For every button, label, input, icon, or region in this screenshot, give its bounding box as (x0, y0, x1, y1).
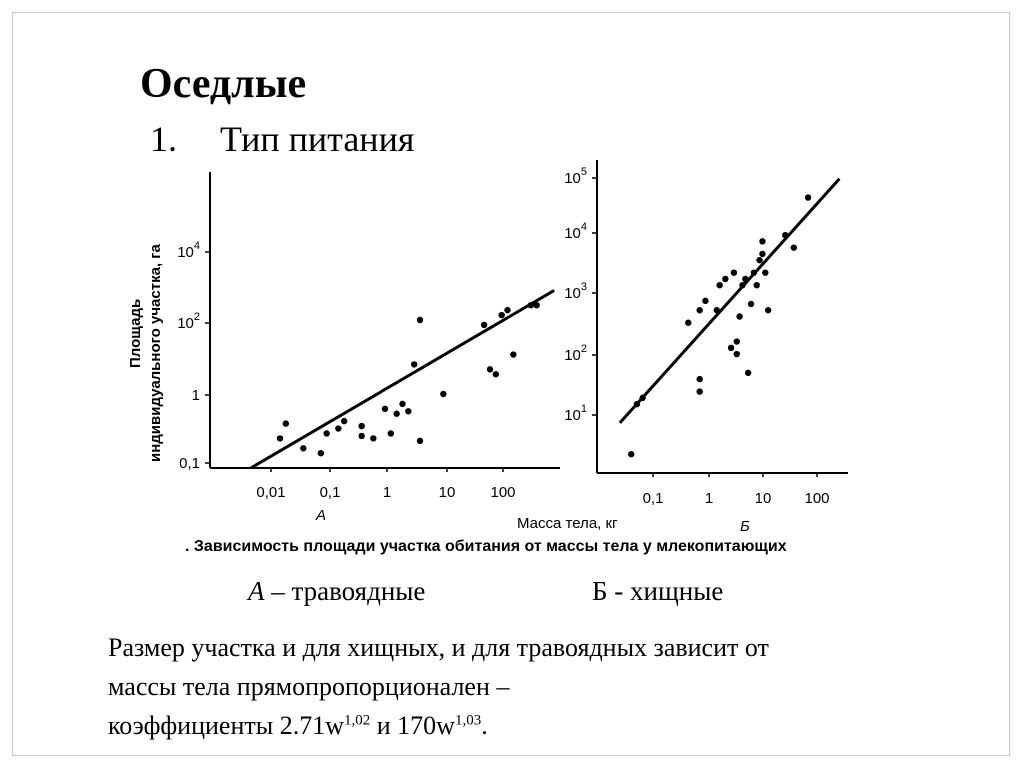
data-point (276, 435, 284, 442)
data-point (733, 350, 740, 358)
body-line-1: Размер участка и для хищных, и для траво… (108, 633, 769, 662)
data-point (533, 302, 540, 309)
panel-label: Б (740, 518, 750, 535)
data-point (370, 435, 377, 442)
body-line-3-end: . (481, 711, 488, 740)
data-point (405, 408, 412, 415)
legend-herbivores: А – травоядные (248, 576, 425, 607)
data-point (753, 282, 760, 289)
data-point (335, 425, 342, 432)
slide-title: Оседлые (140, 61, 307, 107)
slide-subtitle: 1. Тип питания (150, 118, 414, 160)
x-tick-label: 0,1 (320, 484, 341, 501)
data-point (381, 405, 389, 412)
figure-caption: . Зависимость площади участка обитания о… (185, 538, 787, 555)
subtitle-number: 1. (150, 119, 177, 159)
subtitle-text: Тип питания (220, 119, 415, 159)
x-tick-label: 1 (383, 484, 391, 501)
data-point (716, 282, 723, 289)
x-tick-label: 10 (439, 484, 456, 501)
data-point (759, 238, 766, 245)
body-line-3: коэффициенты 2.71w1,02 и 170w1,03. (108, 706, 1008, 745)
x-tick-label: 10 (755, 490, 772, 507)
data-point (756, 256, 763, 264)
x-tick-label: 0,1 (643, 490, 664, 507)
data-point (744, 369, 752, 377)
legend-carnivores: Б - хищные (592, 576, 723, 607)
y-tick-label: 102 (177, 311, 200, 332)
y-tick-label: 105 (564, 166, 587, 187)
data-point (323, 430, 330, 437)
data-point (416, 437, 424, 445)
data-point (804, 194, 812, 201)
data-point (747, 300, 755, 308)
data-point (722, 275, 729, 283)
panel-label: А (315, 507, 326, 524)
trend-line (250, 289, 555, 470)
data-point (696, 388, 703, 395)
data-point (727, 344, 735, 351)
data-point (696, 307, 703, 314)
legend-a-letter: А (248, 576, 265, 606)
data-point (730, 269, 738, 276)
y-tick-label: 101 (564, 403, 587, 424)
data-point (387, 430, 395, 437)
data-point (282, 420, 290, 427)
data-point (440, 390, 447, 398)
data-point (399, 400, 406, 408)
data-point (410, 361, 418, 368)
data-point (685, 319, 692, 326)
data-point (340, 417, 348, 425)
data-point (504, 306, 511, 314)
data-point (317, 450, 325, 457)
data-point (762, 269, 769, 276)
data-point (759, 250, 766, 258)
data-point (733, 338, 740, 345)
data-point (498, 311, 505, 319)
y-tick-label: 103 (564, 281, 587, 302)
exponent-1: 1,02 (343, 712, 371, 729)
x-tick-label: 0,01 (256, 484, 285, 501)
body-line-2: массы тела прямопропорционален – (108, 672, 510, 701)
data-point (628, 451, 635, 458)
body-text: Размер участка и для хищных, и для траво… (108, 628, 1008, 745)
data-point (300, 445, 307, 452)
x-tick-label: 100 (804, 490, 829, 507)
data-point (764, 307, 772, 314)
data-point (393, 410, 400, 417)
x-axis-title: Масса тела, кг (517, 515, 618, 532)
exponent-2: 1,03 (454, 712, 482, 729)
y-tick-label: 102 (564, 343, 587, 364)
data-point (736, 313, 743, 320)
y-tick-label: 1 (192, 387, 200, 404)
y-tick-label: 104 (177, 240, 200, 261)
trend-line (618, 177, 841, 424)
data-point (358, 432, 365, 440)
data-point (492, 371, 500, 378)
data-point (358, 422, 365, 430)
legend-b-letter: Б (592, 576, 608, 606)
data-point (510, 351, 517, 358)
body-line-3-prefix: коэффициенты 2.71w (108, 711, 344, 740)
y-tick-label: 0,1 (179, 455, 200, 472)
y-axis-title-line-2: индивидуального участка, га (147, 243, 164, 462)
data-point (696, 375, 703, 383)
body-line-3-mid: и 170w (370, 711, 455, 740)
slide-frame (12, 12, 1010, 756)
x-tick-label: 1 (705, 490, 713, 507)
data-point (486, 366, 494, 373)
data-point (790, 244, 798, 251)
data-point (416, 316, 424, 324)
y-axis-title-line-1: Площадь (127, 299, 144, 368)
legend-b-text: - хищные (607, 576, 724, 606)
x-tick-label: 100 (490, 484, 515, 501)
y-tick-label: 104 (564, 221, 587, 242)
legend-a-text: – травоядные (264, 576, 426, 606)
data-point (702, 297, 709, 305)
data-point (480, 321, 488, 329)
